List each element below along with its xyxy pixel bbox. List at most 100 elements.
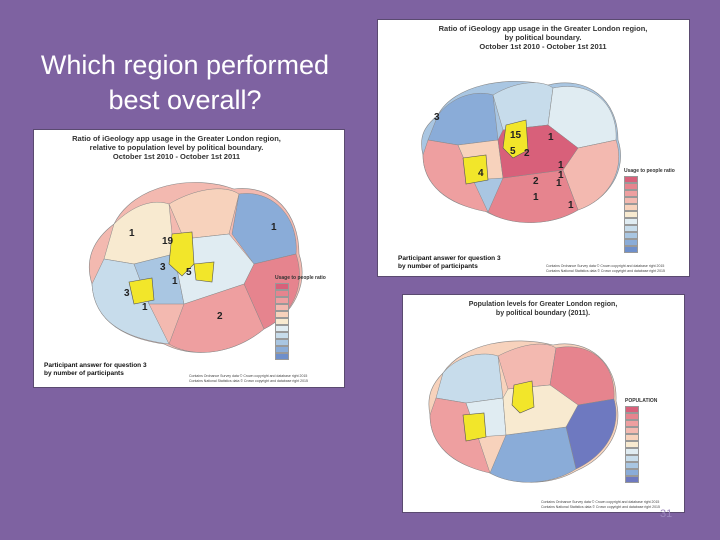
legend-swatch-row bbox=[625, 413, 657, 420]
credit-line: Contains Ordnance Survey data © Crown co… bbox=[189, 374, 308, 378]
marker: 1 bbox=[129, 228, 135, 239]
title-line: relative to population level by politica… bbox=[89, 143, 264, 152]
legend-swatch-row bbox=[275, 346, 326, 353]
legend-swatch bbox=[625, 448, 639, 455]
legend-swatch-row bbox=[625, 476, 657, 483]
marker: 1 bbox=[142, 302, 148, 313]
panel-title: Population levels for Greater London reg… bbox=[443, 300, 643, 318]
legend-swatch bbox=[275, 297, 289, 304]
legend: Usage to people ratio bbox=[624, 168, 675, 253]
legend-swatch-row bbox=[625, 420, 657, 427]
legend-swatch-row bbox=[275, 297, 326, 304]
legend-swatch-row bbox=[275, 353, 326, 360]
legend-swatch-row bbox=[624, 190, 675, 197]
london-map: 1 19 1 3 5 1 3 1 2 bbox=[88, 182, 303, 353]
credit-line: Contains Ordnance Survey data © Crown co… bbox=[546, 264, 665, 268]
panel-title: Ratio of iGeology app usage in the Great… bbox=[398, 24, 688, 51]
legend-swatch bbox=[624, 246, 638, 253]
question-line-2: best overall? bbox=[108, 85, 262, 115]
title-line: by political boundary (2011). bbox=[495, 310, 591, 317]
marker: 2 bbox=[524, 148, 530, 159]
title-line: Ratio of iGeology app usage in the Great… bbox=[438, 24, 648, 33]
legend-swatch-row bbox=[625, 448, 657, 455]
legend-swatch-row bbox=[275, 304, 326, 311]
legend-swatch bbox=[624, 225, 638, 232]
legend-title: Usage to people ratio bbox=[275, 275, 326, 281]
highlight-region bbox=[168, 231, 195, 277]
credit-line: Contains National Statistics data © Crow… bbox=[546, 269, 665, 273]
legend-swatch bbox=[624, 183, 638, 190]
legend-swatch bbox=[624, 190, 638, 197]
legend-title: Usage to people ratio bbox=[624, 168, 675, 174]
legend-swatch-row bbox=[275, 283, 326, 290]
legend-swatch-row bbox=[624, 232, 675, 239]
marker: 2 bbox=[217, 311, 223, 322]
legend-swatch bbox=[624, 197, 638, 204]
marker: 5 bbox=[510, 146, 516, 157]
title-line: Ratio of iGeology app usage in the Great… bbox=[72, 134, 281, 143]
answer-label-line: by number of participants bbox=[44, 370, 124, 377]
title-line: by political boundary. bbox=[504, 33, 582, 42]
marker: 3 bbox=[434, 112, 440, 123]
marker: 1 bbox=[558, 160, 564, 171]
marker: 1 bbox=[271, 222, 277, 233]
legend-swatch-row bbox=[625, 469, 657, 476]
credits: Contains Ordnance Survey data © Crown co… bbox=[189, 374, 308, 384]
legend-swatch-row bbox=[275, 325, 326, 332]
legend-swatches bbox=[625, 406, 657, 483]
highlight-region bbox=[502, 119, 529, 159]
page-number: 31 bbox=[660, 508, 673, 520]
question-text: Which region performed best overall? bbox=[30, 48, 340, 118]
legend-title: POPULATION bbox=[625, 398, 658, 404]
map-panel-ratio-boundary: Ratio of iGeology app usage in the Great… bbox=[377, 19, 690, 277]
legend-swatch bbox=[625, 476, 639, 483]
legend-swatch bbox=[625, 469, 639, 476]
legend-swatch-row bbox=[625, 434, 657, 441]
panel-title: Ratio of iGeology app usage in the Great… bbox=[54, 134, 299, 161]
legend-swatch bbox=[625, 406, 639, 413]
legend-swatch bbox=[275, 353, 289, 360]
legend-swatches bbox=[275, 283, 326, 360]
marker: 2 bbox=[533, 176, 539, 187]
legend-swatch bbox=[275, 325, 289, 332]
legend-swatch bbox=[624, 218, 638, 225]
credit-line: Contains Ordnance Survey data © Crown co… bbox=[541, 500, 660, 504]
answer-label-line: Participant answer for question 3 bbox=[44, 362, 147, 369]
marker: 1 bbox=[172, 276, 178, 287]
title-line: Population levels for Greater London reg… bbox=[468, 301, 618, 308]
marker: 1 bbox=[533, 192, 539, 203]
marker: 1 bbox=[558, 170, 564, 181]
legend-swatch-row bbox=[624, 246, 675, 253]
legend-swatch bbox=[275, 332, 289, 339]
credits: Contains Ordnance Survey data © Crown co… bbox=[546, 264, 665, 274]
answer-label-line: Participant answer for question 3 bbox=[398, 255, 501, 262]
highlight-region bbox=[462, 154, 489, 185]
legend-swatch-row bbox=[624, 176, 675, 183]
legend-swatch-row bbox=[624, 218, 675, 225]
marker: 19 bbox=[162, 236, 174, 247]
legend-swatch bbox=[275, 339, 289, 346]
marker: 5 bbox=[186, 267, 192, 278]
legend-swatch-row bbox=[275, 290, 326, 297]
marker: 3 bbox=[160, 262, 166, 273]
legend-swatch-row bbox=[624, 239, 675, 246]
legend: POPULATION bbox=[625, 398, 657, 483]
legend-swatch-row bbox=[625, 441, 657, 448]
legend-swatch-row bbox=[625, 462, 657, 469]
legend-swatch bbox=[625, 434, 639, 441]
marker: 1 bbox=[556, 178, 562, 189]
legend-swatch bbox=[624, 176, 638, 183]
legend-swatch-row bbox=[624, 183, 675, 190]
legend-swatch-row bbox=[624, 204, 675, 211]
highlight-region bbox=[128, 277, 155, 305]
london-map bbox=[428, 340, 619, 483]
legend-swatch-row bbox=[624, 211, 675, 218]
legend-swatch-row bbox=[275, 339, 326, 346]
legend-swatch-row bbox=[275, 332, 326, 339]
legend-swatch bbox=[275, 318, 289, 325]
legend-swatch-row bbox=[275, 318, 326, 325]
legend-swatch bbox=[625, 441, 639, 448]
legend-swatch bbox=[275, 304, 289, 311]
london-map: 3 15 1 5 2 1 4 2 1 1 1 1 bbox=[421, 80, 621, 223]
highlight-region bbox=[193, 261, 215, 283]
